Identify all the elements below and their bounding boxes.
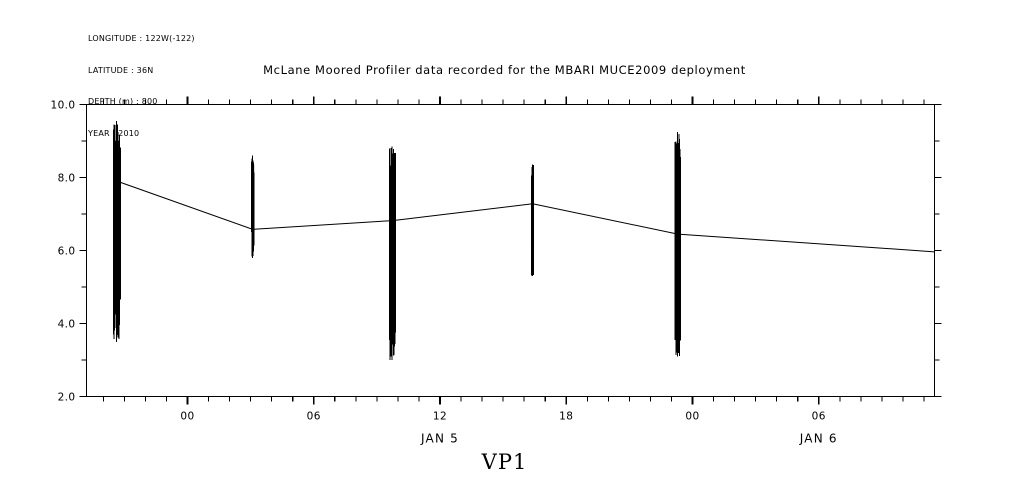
x-axis-label: 12	[433, 411, 447, 423]
chart-title: McLane Moored Profiler data recorded for…	[263, 63, 746, 77]
y-axis-label: 10.0	[51, 100, 76, 112]
x-axis-label: 06	[812, 411, 826, 423]
x-axis-label: 00	[685, 411, 699, 423]
profile-burst	[389, 146, 397, 360]
metadata-latitude: LATITUDE : 36N	[88, 65, 154, 75]
profile-burst	[674, 131, 682, 357]
mean-profile-line	[116, 180, 935, 253]
metadata-block: LONGITUDE : 122W(-122) LATITUDE : 36N DE…	[88, 13, 195, 160]
metadata-depth: DEPTH (m) : 800	[88, 97, 158, 106]
y-axis-label: 6.0	[58, 246, 76, 258]
profile-burst	[251, 155, 255, 258]
x-axis-label: 06	[307, 411, 321, 423]
x-axis-label: 18	[559, 411, 573, 423]
profile-burst	[531, 164, 535, 277]
profile-burst	[112, 120, 122, 342]
x-axis-day-label: JAN 5	[420, 432, 459, 446]
metadata-longitude: LONGITUDE : 122W(-122)	[88, 34, 195, 43]
x-axis-label: 00	[180, 411, 194, 423]
burst-core	[956, 180, 959, 342]
y-axis-label: 4.0	[58, 319, 76, 331]
y-axis-label: 2.0	[58, 392, 76, 404]
x-axis-day-label: JAN 6	[799, 432, 838, 446]
data-series-group	[112, 120, 961, 394]
y-axis-label: 8.0	[58, 173, 76, 185]
variable-label: VP1	[481, 450, 528, 474]
profile-burst	[955, 159, 961, 394]
